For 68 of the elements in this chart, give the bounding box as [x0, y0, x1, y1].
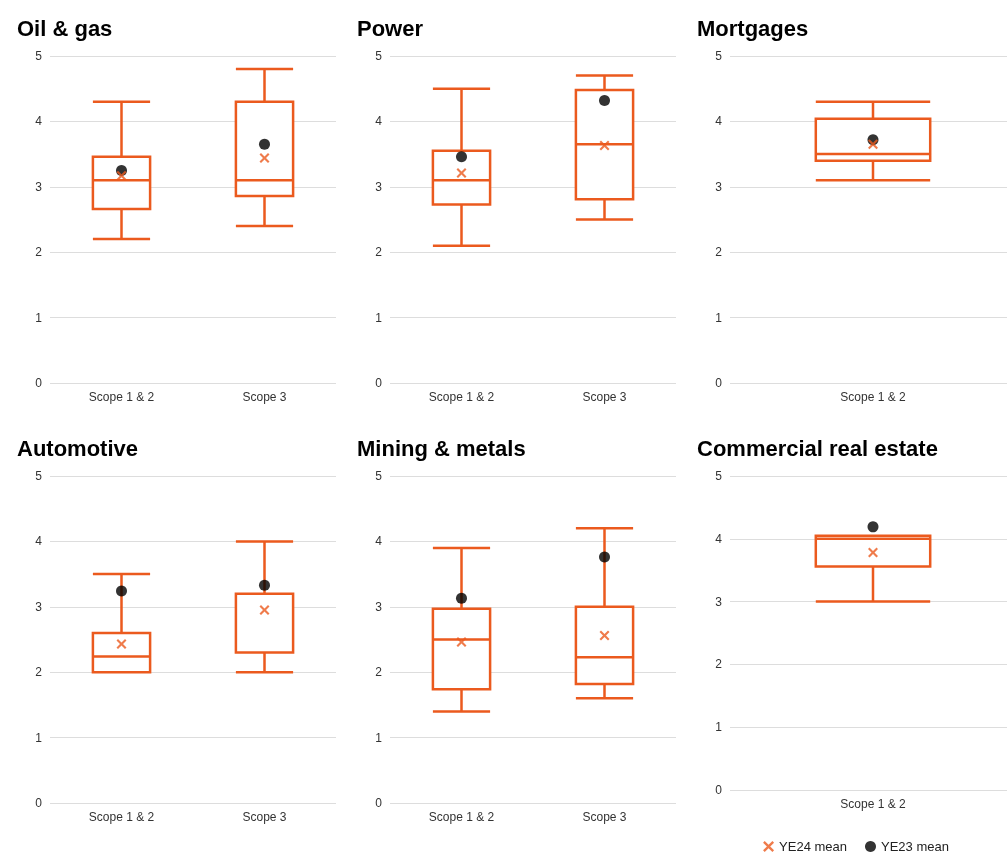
y-tick-label: 4 [375, 114, 383, 129]
x-tick-label: Scope 1 & 2 [428, 810, 495, 824]
y-tick-label: 1 [35, 310, 43, 325]
chart-title: Automotive [17, 435, 138, 461]
y-tick-label: 3 [375, 599, 383, 614]
y-tick-label: 1 [35, 730, 43, 745]
point [259, 138, 270, 150]
point [259, 579, 270, 591]
y-tick-label: 3 [35, 599, 43, 614]
y-tick-label: 4 [715, 114, 723, 129]
point [599, 140, 610, 151]
x-tick-label: Scope 1 & 2 [88, 390, 155, 404]
y-tick-label: 2 [715, 657, 723, 672]
y-tick-label: 1 [715, 310, 723, 325]
x-tick-label: Scope 1 & 2 [88, 810, 155, 824]
y-tick-label: 0 [715, 376, 723, 390]
y-tick-label: 0 [375, 796, 383, 810]
point [599, 630, 610, 641]
y-tick-label: 0 [35, 796, 43, 810]
y-tick-label: 0 [375, 376, 383, 390]
x-tick-label: Scope 1 & 2 [840, 797, 907, 811]
y-tick-label: 5 [375, 49, 383, 63]
y-tick-label: 1 [375, 310, 383, 325]
y-tick-label: 2 [375, 245, 383, 260]
x-tick-label: Scope 1 & 2 [840, 390, 907, 404]
x-tick-label: Scope 1 & 2 [428, 390, 495, 404]
y-tick-label: 3 [715, 594, 723, 609]
chart-title: Commercial real estate [697, 435, 938, 461]
chart-title: Oil & gas [17, 15, 113, 41]
y-tick-label: 0 [715, 783, 723, 797]
point [116, 585, 127, 597]
y-tick-label: 5 [715, 49, 723, 63]
y-tick-label: 2 [715, 245, 723, 260]
y-tick-label: 4 [35, 114, 43, 129]
point [456, 592, 467, 604]
y-tick-label: 3 [35, 179, 43, 194]
y-tick-label: 2 [375, 665, 383, 680]
y-tick-label: 4 [375, 534, 383, 549]
x-tick-label: Scope 3 [582, 390, 627, 404]
y-tick-label: 4 [35, 534, 43, 549]
x-tick-label: Scope 3 [242, 390, 287, 404]
chart-title: Mortgages [697, 15, 809, 41]
y-tick-label: 5 [375, 469, 383, 483]
legend-label: YE24 mean [779, 839, 847, 854]
y-tick-label: 3 [715, 179, 723, 194]
y-tick-label: 5 [35, 49, 43, 63]
chart-title: Mining & metals [357, 435, 526, 461]
point [259, 605, 270, 616]
point [456, 168, 467, 179]
y-tick-label: 5 [35, 469, 43, 483]
legend-label: YE23 mean [881, 839, 949, 854]
x-tick-label: Scope 3 [582, 810, 627, 824]
y-tick-label: 2 [35, 245, 43, 260]
y-tick-label: 1 [375, 730, 383, 745]
point [259, 153, 270, 164]
y-tick-label: 3 [375, 179, 383, 194]
point [599, 551, 610, 563]
point [599, 94, 610, 106]
y-tick-label: 0 [35, 376, 43, 390]
y-tick-label: 5 [715, 469, 723, 483]
point [456, 151, 467, 163]
chart-title: Power [357, 15, 424, 41]
point [116, 639, 127, 650]
y-tick-label: 1 [715, 720, 723, 735]
x-tick-label: Scope 3 [242, 810, 287, 824]
point [456, 637, 467, 648]
y-tick-label: 4 [715, 531, 723, 546]
y-tick-label: 2 [35, 665, 43, 680]
